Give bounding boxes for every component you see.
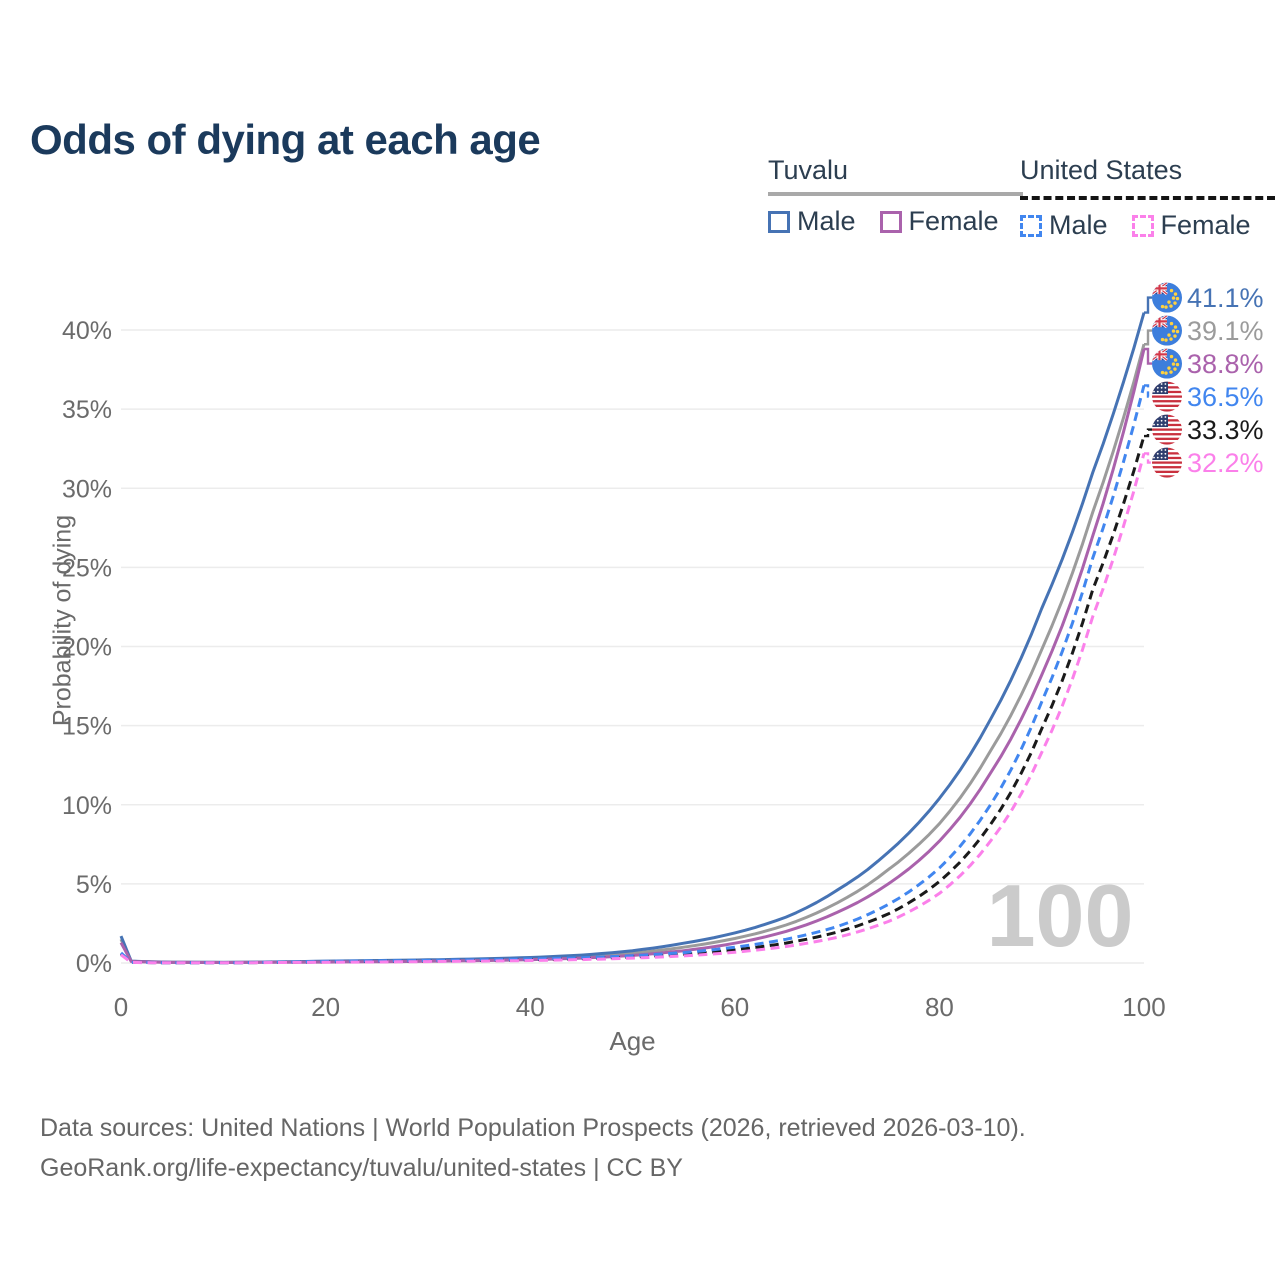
y-tick-label-25: 25% bbox=[62, 554, 112, 582]
us-flag-icon bbox=[1152, 414, 1182, 445]
end-label-connector-both bbox=[1144, 428, 1152, 438]
end-value-label-united-states-female: 32.2% bbox=[1187, 448, 1264, 478]
footer-data-sources: Data sources: United Nations | World Pop… bbox=[40, 1114, 1026, 1142]
legend-group-title-united-states: United States bbox=[1020, 155, 1183, 185]
legend-group-title-tuvalu: Tuvalu bbox=[768, 155, 849, 185]
us-flag-icon bbox=[1152, 381, 1182, 412]
legend-swatch-us-female bbox=[1131, 214, 1154, 237]
footer-attribution-link: GeoRank.org/life-expectancy/tuvalu/unite… bbox=[40, 1154, 683, 1182]
x-tick-label-100: 100 bbox=[1122, 992, 1165, 1022]
series-line-united-states-female bbox=[120, 453, 1146, 965]
tuvalu-flag-icon bbox=[1152, 282, 1182, 313]
end-value-label-tuvalu-female: 38.8% bbox=[1187, 349, 1264, 379]
y-axis-title: Probability of dying bbox=[48, 514, 77, 727]
legend-swatch-tuvalu-male bbox=[768, 210, 790, 233]
y-tick-label-40: 40% bbox=[62, 317, 112, 345]
legend-group-tuvalu: Tuvalu Male Female bbox=[768, 155, 1023, 237]
tuvalu-flag-icon bbox=[1152, 315, 1182, 346]
x-tick-label-40: 40 bbox=[516, 992, 545, 1022]
legend-underline-united-states bbox=[1020, 192, 1275, 200]
series-line-tuvalu-male bbox=[119, 312, 1146, 964]
y-tick-label-15: 15% bbox=[62, 713, 112, 741]
us-flag-icon bbox=[1152, 447, 1182, 478]
end-value-label-united-states-male: 36.5% bbox=[1187, 382, 1264, 412]
legend-item-us-female[interactable]: Female bbox=[1131, 210, 1251, 241]
legend-swatch-us-male bbox=[1020, 214, 1042, 237]
end-label-connector-female bbox=[1144, 452, 1152, 464]
legend-label-tuvalu-female: Female bbox=[908, 206, 999, 236]
footer: Data sources: United Nations | World Pop… bbox=[40, 1108, 1026, 1188]
legend-underline-tuvalu bbox=[768, 192, 1023, 196]
end-value-label-united-states-both: 33.3% bbox=[1187, 415, 1264, 445]
end-label-connector-female bbox=[1144, 347, 1152, 365]
legend-swatch-tuvalu-female bbox=[879, 210, 902, 233]
legend-item-us-male[interactable]: Male bbox=[1020, 210, 1108, 241]
y-tick-label-30: 30% bbox=[62, 475, 112, 503]
x-axis-title: Age bbox=[609, 1026, 656, 1056]
legend-item-tuvalu-male[interactable]: Male bbox=[768, 206, 856, 237]
end-label-connector-male bbox=[1144, 296, 1152, 314]
x-tick-label-20: 20 bbox=[311, 992, 340, 1022]
y-tick-label-35: 35% bbox=[62, 396, 112, 424]
legend-label-tuvalu-male: Male bbox=[797, 206, 856, 236]
y-tick-label-10: 10% bbox=[62, 792, 112, 820]
tuvalu-flag-icon bbox=[1152, 348, 1182, 379]
end-value-label-tuvalu-male: 41.1% bbox=[1187, 283, 1264, 313]
end-label-connector-male bbox=[1144, 384, 1152, 398]
end-label-connector-both bbox=[1144, 329, 1152, 346]
end-value-label-tuvalu-both: 39.1% bbox=[1187, 316, 1264, 346]
series-line-united-states-male bbox=[119, 385, 1146, 965]
legend-item-tuvalu-female[interactable]: Female bbox=[879, 206, 999, 237]
x-tick-label-0: 0 bbox=[114, 992, 128, 1022]
y-tick-label-5: 5% bbox=[76, 871, 112, 899]
legend-label-us-female: Female bbox=[1160, 210, 1251, 240]
y-tick-label-20: 20% bbox=[62, 634, 112, 662]
x-tick-label-60: 60 bbox=[720, 992, 749, 1022]
legend-label-us-male: Male bbox=[1049, 210, 1108, 240]
age-watermark: 100 bbox=[987, 866, 1134, 965]
legend-group-united-states: United States Male Female bbox=[1020, 155, 1275, 241]
x-tick-label-80: 80 bbox=[925, 992, 954, 1022]
page-title: Odds of dying at each age bbox=[30, 116, 541, 164]
y-tick-label-0: 0% bbox=[76, 950, 112, 978]
